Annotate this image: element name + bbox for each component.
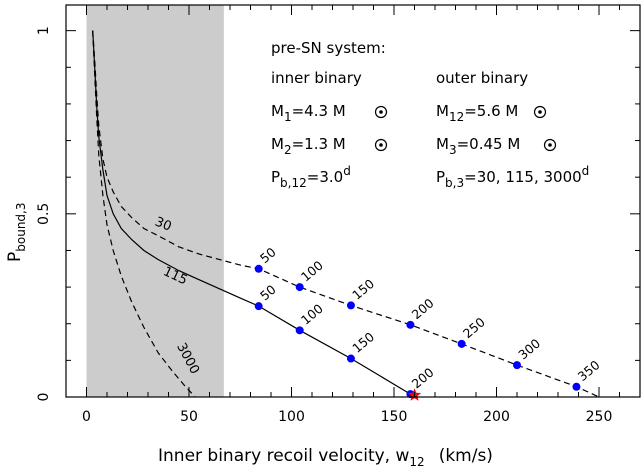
inner-m1-sub: 1 [284,110,292,124]
point-115-150 [346,354,355,363]
marked-points: 50 100 150 200 250 300 350 50 100 150 200 [254,244,603,399]
x-axis-title-unit: (km/s) [439,446,493,466]
x-axis-title-main: Inner binary recoil velocity, w [158,446,409,466]
inner-m2-sub: 2 [284,143,292,157]
x-tick-label-100: 100 [278,409,305,425]
x-tick-label-250: 250 [586,409,613,425]
inner-m1: M1=4.3 M [271,102,346,124]
outer-m3-main: M [436,135,449,153]
curve-3000 [92,30,196,398]
y-axis-title: Pbound,3 [5,202,28,262]
inner-m2: M2=1.3 M [271,135,346,157]
point-label-30-200: 200 [409,295,437,322]
point-115-50 [254,302,263,311]
x-tick-label-200: 200 [483,409,510,425]
point-30-250 [457,339,466,348]
shaded-region [86,5,224,397]
point-label-115-200: 200 [409,365,437,392]
x-axis-title-sub: 12 [409,455,424,469]
outer-binary-title: outer binary [436,69,528,87]
inner-m2-main: M [271,135,284,153]
point-30-300 [513,361,521,370]
point-30-100 [295,283,304,292]
point-label-30-100: 100 [298,258,326,285]
curve-label-30: 30 [153,215,174,235]
point-label-30-150: 150 [349,276,377,303]
point-label-30-300: 300 [515,336,543,363]
outer-period: Pb,3=30, 115, 3000d [436,164,589,190]
outer-period-sup: d [582,164,590,178]
x-tick-label-50: 50 [180,409,198,425]
curve-30 [92,30,600,398]
inner-m1-main: M [271,102,284,120]
outer-m12-main: M [436,102,449,120]
y-tick-label-0.5: 0.5 [36,203,52,225]
outer-m3-rest: =0.45 M [457,135,521,153]
y-axis-title-sub: bound,3 [14,202,28,251]
outer-m3: M3=0.45 M [436,135,520,157]
point-label-30-50: 50 [257,244,279,266]
point-30-350 [572,382,581,391]
outer-period-main: P [436,168,445,186]
point-label-30-250: 250 [460,314,488,341]
y-axis-title-main: P [5,252,25,262]
inner-binary-title: inner binary [271,69,362,87]
outer-period-sub: b,3 [445,176,464,190]
inner-period-rest: =3.0 [307,168,343,186]
point-label-115-100: 100 [298,301,326,328]
inner-period-main: P [271,168,280,186]
outer-m12-sub: 12 [449,110,464,124]
y-tick-label-1: 1 [36,26,52,35]
point-30-50 [254,264,263,273]
point-30-150 [346,301,355,310]
point-30-200 [406,320,415,329]
outer-m3-sub: 3 [449,143,457,157]
outer-m12-rest: =5.6 M [464,102,518,120]
inner-period-sup: d [343,164,351,178]
point-label-115-50: 50 [257,282,279,304]
inner-m2-rest: =1.3 M [292,135,346,153]
point-label-30-350: 350 [575,357,603,384]
inner-period: Pb,12=3.0d [271,164,351,190]
inner-m1-rest: =4.3 M [292,102,346,120]
inner-period-sub: b,12 [280,176,307,190]
x-tick-label-0: 0 [82,409,91,425]
point-label-115-150: 150 [349,329,377,356]
sun-symbol-icon [374,105,557,152]
system-annotation: pre-SN system: inner binary M1=4.3 M M2=… [271,39,589,190]
annotation-header: pre-SN system: [271,39,386,57]
outer-m12: M12=5.6 M [436,102,518,124]
y-tick-label-0: 0 [36,393,52,402]
outer-period-rest: =30, 115, 3000 [464,168,582,186]
x-tick-label-150: 150 [381,409,408,425]
x-axis-title: Inner binary recoil velocity, w12 (km/s) [158,446,493,469]
point-115-100 [295,326,304,335]
